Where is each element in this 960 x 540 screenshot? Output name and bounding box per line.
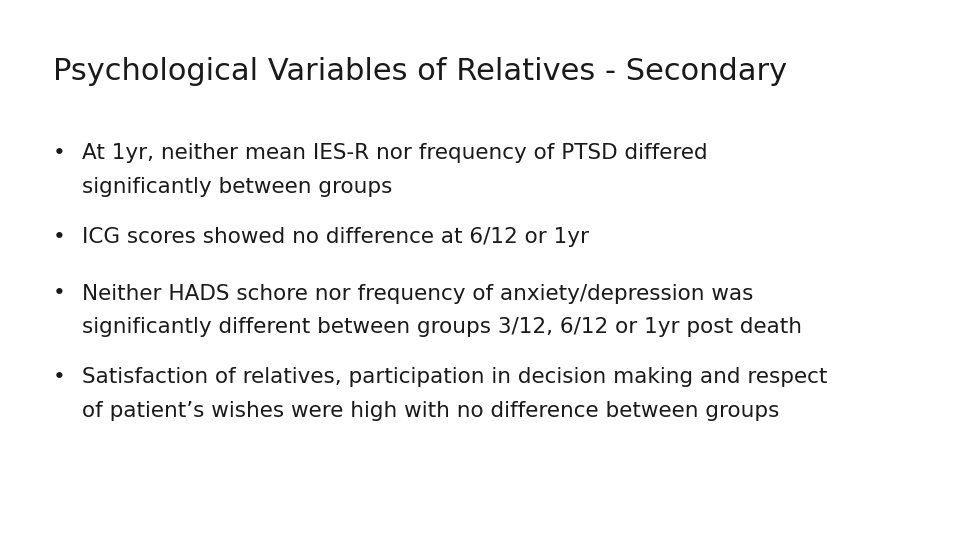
Text: Satisfaction of relatives, participation in decision making and respect: Satisfaction of relatives, participation… — [82, 367, 827, 387]
Text: ICG scores showed no difference at 6/12 or 1yr: ICG scores showed no difference at 6/12 … — [82, 227, 588, 247]
Text: Neither HADS schore nor frequency of anxiety/depression was: Neither HADS schore nor frequency of anx… — [82, 284, 753, 303]
Text: •: • — [53, 284, 65, 303]
Text: of patient’s wishes were high with no difference between groups: of patient’s wishes were high with no di… — [82, 401, 779, 421]
Text: significantly different between groups 3/12, 6/12 or 1yr post death: significantly different between groups 3… — [82, 317, 802, 337]
Text: •: • — [53, 367, 65, 387]
Text: significantly between groups: significantly between groups — [82, 177, 392, 197]
Text: At 1yr, neither mean IES-R nor frequency of PTSD differed: At 1yr, neither mean IES-R nor frequency… — [82, 143, 708, 163]
Text: Psychological Variables of Relatives - Secondary: Psychological Variables of Relatives - S… — [53, 57, 787, 86]
Text: •: • — [53, 227, 65, 247]
Text: •: • — [53, 143, 65, 163]
